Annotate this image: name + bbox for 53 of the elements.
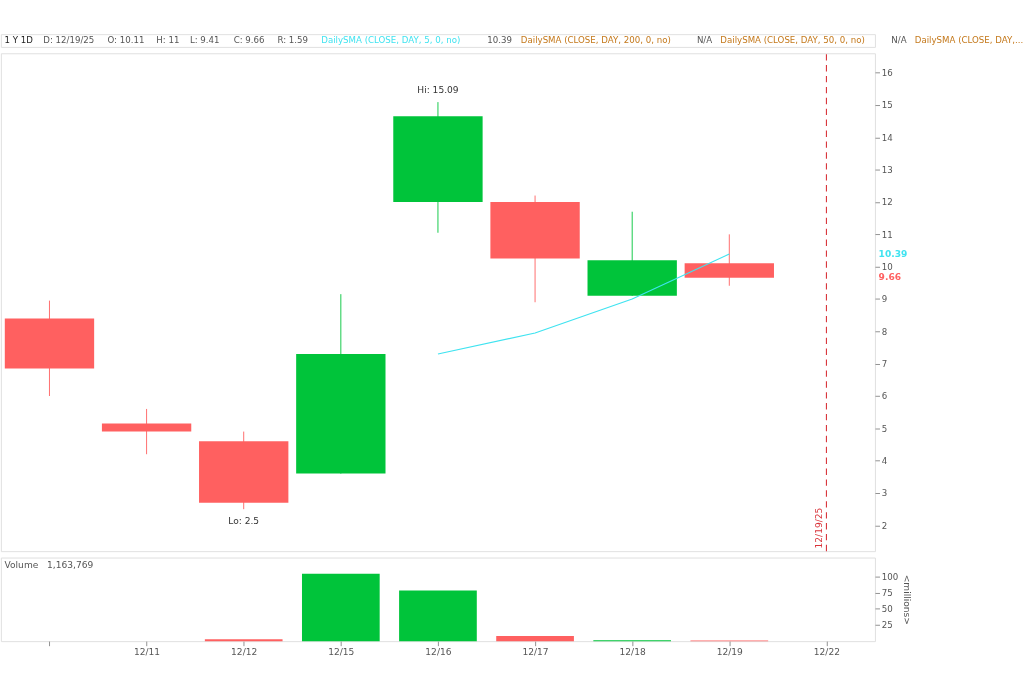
bar <box>496 635 574 642</box>
annotation: Lo: 2.5 <box>228 515 260 526</box>
chart-title: 1 Y 1D <box>4 35 34 46</box>
x-tick-label: 12/15 <box>328 647 355 658</box>
text: 9.66 <box>878 272 902 283</box>
text: N/A <box>696 35 713 46</box>
text: L: 9.41 <box>189 35 220 46</box>
x-tick-label: 12/19 <box>716 647 744 658</box>
text: DailySMA (CLOSE, DAY,... <box>914 35 1024 46</box>
bar <box>301 573 380 642</box>
x-tick-label: 12/17 <box>522 647 549 658</box>
annotation: 1,163,769 <box>47 560 94 571</box>
y-tick-label: 4 <box>881 455 888 466</box>
text: DailySMA (CLOSE, DAY, 200, 0, no) <box>520 35 671 46</box>
y-tick-label: 13 <box>881 164 893 175</box>
y-tick-label: 12 <box>881 197 893 208</box>
y-tick-label: 25 <box>881 620 893 631</box>
annotation: Hi: 15.09 <box>417 85 459 96</box>
y-tick-label: 7 <box>881 358 888 369</box>
y-tick-label: 9 <box>881 294 888 305</box>
y-tick-label: 10 <box>881 261 893 272</box>
text: DailySMA (CLOSE, DAY, 50, 0, no) <box>720 35 865 46</box>
text: 10.39 <box>878 248 908 259</box>
ref-line-label: 12/19/25 <box>813 507 824 549</box>
text: C: 9.66 <box>233 35 265 46</box>
y-tick-label: 50 <box>881 603 893 614</box>
text: R: 1.59 <box>277 35 309 46</box>
y-tick-label: 100 <box>881 571 899 582</box>
y-tick-label: 75 <box>881 587 893 598</box>
line-series <box>437 253 730 355</box>
text: N/A <box>891 35 907 46</box>
x-tick-label: 12/22 <box>813 647 840 658</box>
x-tick-label: 12/12 <box>231 647 258 658</box>
x-tick-label: 12/16 <box>425 647 452 658</box>
y-tick-label: 6 <box>881 391 888 402</box>
x-tick-label: 12/11 <box>133 647 161 658</box>
chart-title: Volume <box>4 560 39 571</box>
y-tick-label: 16 <box>881 67 893 78</box>
y-tick-label: 5 <box>881 423 888 434</box>
text: O: 10.11 <box>107 35 145 46</box>
text: 10.39 <box>487 35 512 46</box>
bar <box>399 590 477 642</box>
text: D: 12/19/25 <box>43 35 95 46</box>
y-tick-label: 3 <box>881 488 888 499</box>
y-tick-label: 8 <box>881 326 888 337</box>
x-tick-label: 12/18 <box>619 647 646 658</box>
y-tick-label: 14 <box>881 132 893 143</box>
y-axis-title: <millions> <box>901 574 912 625</box>
y-tick-label: 11 <box>881 229 893 240</box>
text: H: 11 <box>156 35 180 46</box>
text: DailySMA (CLOSE, DAY, 5, 0, no) <box>321 35 461 46</box>
y-tick-label: 15 <box>881 100 893 111</box>
y-tick-label: 2 <box>881 520 888 531</box>
